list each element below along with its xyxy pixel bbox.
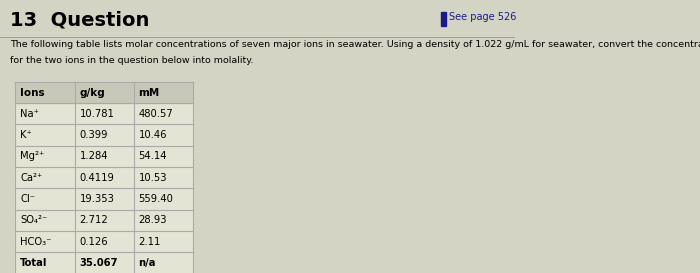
Text: See page 526: See page 526: [449, 12, 517, 22]
Text: 2.712: 2.712: [79, 215, 108, 225]
Text: 559.40: 559.40: [139, 194, 174, 204]
Text: 0.4119: 0.4119: [79, 173, 114, 183]
Text: 10.781: 10.781: [79, 109, 114, 119]
Text: Mg²⁺: Mg²⁺: [20, 152, 44, 161]
Text: 13  Question: 13 Question: [10, 11, 150, 30]
Text: 1.284: 1.284: [79, 152, 108, 161]
Text: The following table lists molar concentrations of seven major ions in seawater. : The following table lists molar concentr…: [10, 40, 700, 49]
Text: 54.14: 54.14: [139, 152, 167, 161]
Text: 19.353: 19.353: [79, 194, 114, 204]
Text: 10.53: 10.53: [139, 173, 167, 183]
Text: n/a: n/a: [139, 258, 156, 268]
Text: 0.126: 0.126: [79, 237, 108, 247]
Bar: [15, 82, 193, 103]
Text: HCO₃⁻: HCO₃⁻: [20, 237, 52, 247]
Text: SO₄²⁻: SO₄²⁻: [20, 215, 48, 225]
Text: g/kg: g/kg: [79, 88, 105, 97]
Text: Total: Total: [20, 258, 48, 268]
Bar: [15, 82, 193, 273]
Text: 2.11: 2.11: [139, 237, 161, 247]
Text: Ca²⁺: Ca²⁺: [20, 173, 43, 183]
Text: K⁺: K⁺: [20, 130, 32, 140]
Text: Na⁺: Na⁺: [20, 109, 39, 119]
Text: 0.399: 0.399: [79, 130, 108, 140]
Bar: [440, 12, 447, 26]
Text: mM: mM: [139, 88, 160, 97]
Text: Ions: Ions: [20, 88, 45, 97]
Text: 480.57: 480.57: [139, 109, 174, 119]
Text: 28.93: 28.93: [139, 215, 167, 225]
Text: Cl⁻: Cl⁻: [20, 194, 35, 204]
Text: 10.46: 10.46: [139, 130, 167, 140]
Text: 35.067: 35.067: [79, 258, 118, 268]
Text: for the two ions in the question below into molality.: for the two ions in the question below i…: [10, 56, 254, 65]
